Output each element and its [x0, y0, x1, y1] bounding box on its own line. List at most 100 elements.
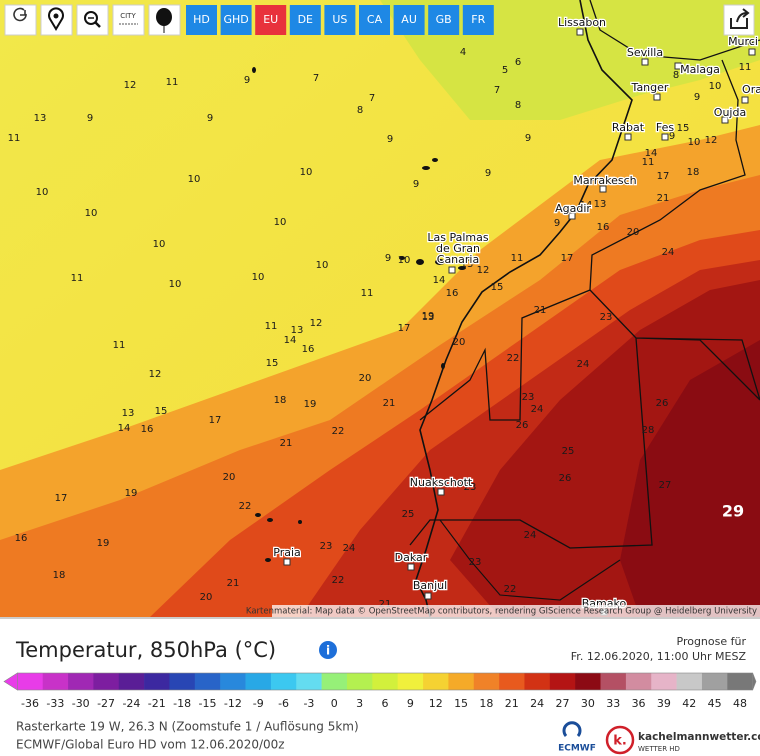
isotherm-label: 9: [413, 179, 419, 190]
scale-segment: [68, 673, 94, 690]
scale-tick-label: 42: [682, 697, 696, 710]
isotherm-label: 10: [709, 81, 722, 92]
scale-segment: [321, 673, 348, 690]
button-bg: [76, 4, 109, 36]
scale-segment: [346, 673, 373, 690]
isotherm-label: 12: [124, 80, 137, 91]
region-button[interactable]: AU: [393, 5, 425, 35]
isotherm-label: 21: [657, 193, 670, 204]
isotherm-label: 11: [265, 321, 278, 332]
isotherm-label: 11: [511, 253, 524, 264]
scale-segment: [245, 673, 272, 690]
isotherm-label: 27: [659, 480, 672, 491]
city-button[interactable]: CITY: [112, 4, 145, 36]
isotherm-label: 26: [559, 473, 572, 484]
balloon-button[interactable]: [148, 4, 181, 36]
scale-tick-label: 45: [708, 697, 722, 710]
scale-tick-label: 9: [407, 697, 414, 710]
location-button[interactable]: [40, 4, 73, 36]
city-marker: [568, 212, 576, 220]
city-label: Sevilla: [627, 46, 663, 59]
isotherm-label: 14: [433, 275, 446, 286]
coastline: [415, 0, 633, 617]
region-button[interactable]: CA: [359, 5, 390, 35]
city-marker: [661, 133, 669, 141]
ecmwf-text: ECMWF: [558, 744, 596, 754]
scale-segment: [676, 673, 703, 690]
isotherm-label: 9: [244, 75, 250, 86]
zoom-button[interactable]: [76, 4, 109, 36]
isotherm-label: 5: [502, 65, 508, 76]
scale-segment: [194, 673, 221, 690]
isotherm-label: 20: [223, 472, 236, 483]
isotherm-label: 24: [343, 543, 356, 554]
region-button-label: EU: [263, 13, 278, 26]
scale-tick-label: 24: [530, 697, 544, 710]
isotherm-label: 16: [597, 222, 610, 233]
scale-tick-label: 48: [733, 697, 747, 710]
scale-segment: [169, 673, 196, 690]
scale-segment: [448, 673, 475, 690]
refresh-button[interactable]: [4, 4, 37, 36]
isotherm-label: 7: [313, 73, 319, 84]
isotherm-label: 11: [361, 288, 374, 299]
region-button[interactable]: HD: [186, 5, 217, 35]
city-marker: [424, 592, 432, 600]
scale-tick-label: -27: [97, 697, 115, 710]
city-marker: [599, 185, 607, 193]
scale-segment: [625, 673, 652, 690]
region-button[interactable]: GHD: [220, 5, 252, 35]
isotherm-label: 24: [577, 359, 590, 370]
attribution: Kartenmaterial: Map data © OpenStreetMap…: [246, 607, 757, 617]
scale-tick-label: -30: [72, 697, 90, 710]
isotherm-label: 10: [300, 167, 313, 178]
isotherm-label: 20: [200, 592, 213, 603]
region-button-label: GHD: [223, 13, 248, 26]
isotherm-label: 22: [239, 501, 252, 512]
info-icon[interactable]: i: [319, 641, 337, 659]
scale-tick-label: 15: [454, 697, 468, 710]
region-button[interactable]: GB: [428, 5, 460, 35]
region-button[interactable]: US: [324, 5, 356, 35]
region-button-bg: [220, 5, 252, 35]
city-label: CITY: [120, 12, 136, 20]
city-label: Nuakschott: [410, 476, 473, 489]
color-scale: -36 -33 -30 -27 -24 -21 -18 -15 -12 -9 -6 -3 0 3 6 9 12 1…: [3, 672, 757, 710]
scale-segment: [549, 673, 576, 690]
raster-info: Rasterkarte 19 W, 26.3 N (Zoomstufe 1 / …: [16, 720, 359, 734]
scale-tick-label: -36: [21, 697, 39, 710]
brand-logo[interactable]: k. kachelmannwetter.com WETTER HD: [605, 725, 760, 755]
region-button[interactable]: EU: [255, 5, 287, 35]
isotherm-label: 12: [477, 265, 490, 276]
scale-segment: [296, 673, 322, 690]
isotherm-label: 23: [600, 312, 613, 323]
city-marker: [283, 558, 291, 566]
scale-tick-label: 39: [657, 697, 671, 710]
scale-segment: [524, 673, 551, 690]
scale-tick-label: 36: [632, 697, 646, 710]
share-button[interactable]: [723, 4, 755, 36]
isotherm-label: 11: [8, 133, 21, 144]
icon: [53, 13, 59, 19]
isotherm-label: 15: [266, 358, 279, 369]
city-marker: [653, 93, 661, 101]
isotherm-label: 17: [657, 171, 670, 182]
isotherm-label: 11: [166, 77, 179, 88]
scale-tick-label: -24: [122, 697, 140, 710]
city-marker: [641, 58, 649, 66]
region-button[interactable]: FR: [462, 5, 494, 35]
isotherm-label: 23: [522, 392, 535, 403]
isotherm-label: 7: [369, 93, 375, 104]
isotherm-label: 10: [398, 255, 411, 266]
city-label: Tanger: [631, 81, 669, 94]
scale-segment: [651, 673, 677, 690]
city-marker: [674, 62, 682, 70]
region-button[interactable]: DE: [289, 5, 321, 35]
city-label: Las Palmas: [427, 231, 488, 244]
brand-sub: WETTER HD: [638, 745, 680, 753]
scale-tick-label: 27: [556, 697, 570, 710]
region-button-bg: [186, 5, 217, 35]
